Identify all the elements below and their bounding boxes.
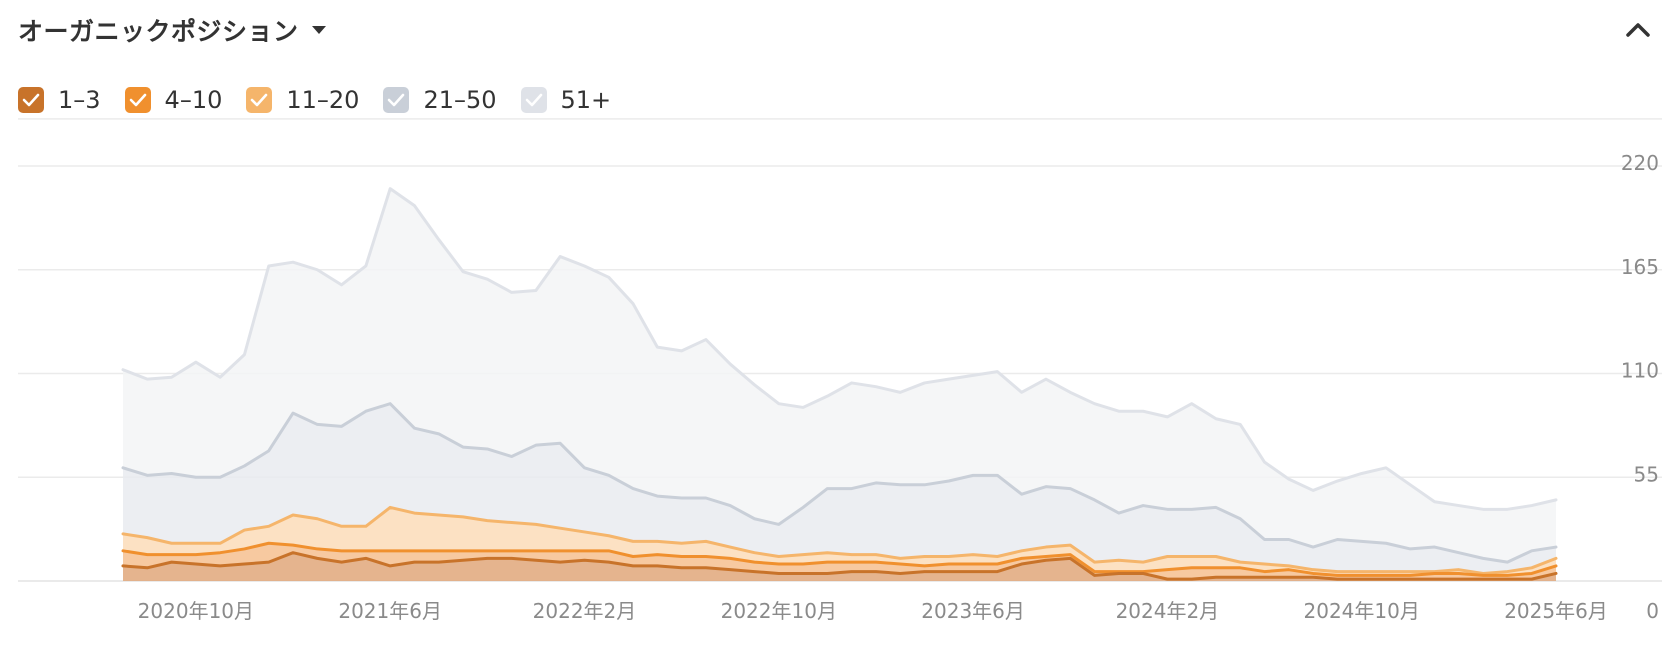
legend-item-4-10[interactable]: 4–10: [124, 86, 223, 114]
series-area-3: [123, 403, 1556, 574]
y-tick-label: 110: [1621, 359, 1659, 383]
checkmark-icon: [129, 93, 146, 107]
x-axis-ticks: 2020年10月 2021年6月 2022年2月 2022年10月 2023年6月 202…: [138, 599, 1608, 623]
checkmark-icon: [388, 93, 405, 107]
legend-checkbox[interactable]: [520, 87, 547, 113]
legend-label: 4–10: [164, 86, 223, 114]
series-area-4: [123, 188, 1556, 563]
legend-label: 21–50: [423, 86, 497, 114]
series-line-4: [121, 187, 1558, 511]
series-line-2: [121, 505, 1558, 575]
x-tick-label: 2023年6月: [921, 599, 1025, 623]
legend-checkbox[interactable]: [18, 87, 44, 113]
legend-label: 11–20: [286, 86, 360, 114]
legend-label: 1–3: [58, 86, 101, 114]
series-line-3: [121, 402, 1558, 564]
y-tick-label: 165: [1621, 255, 1659, 279]
collapse-button[interactable]: [1620, 16, 1656, 46]
series-lines: [121, 187, 1558, 581]
x-tick-label: 2021年6月: [338, 599, 442, 623]
legend-checkbox[interactable]: [124, 87, 151, 113]
chevron-up-icon: [1625, 20, 1651, 42]
series-line-0: [121, 551, 1558, 581]
chart-legend: 1–3 4–10 11–20 21–50 51+: [18, 86, 635, 114]
x-tick-label: 2024年2月: [1116, 599, 1220, 623]
legend-checkbox[interactable]: [246, 87, 273, 113]
legend-item-1-3[interactable]: 1–3: [18, 86, 101, 114]
series-line-1: [121, 541, 1558, 577]
series-areas: [123, 188, 1556, 581]
y-axis-ticks: 0 55 110 165 220: [1621, 151, 1659, 623]
y-tick-label: 0: [1646, 599, 1659, 623]
series-area-2: [123, 507, 1556, 576]
caret-down-icon[interactable]: [309, 20, 329, 40]
checkmark-icon: [251, 93, 268, 107]
checkmark-icon: [22, 93, 40, 107]
x-tick-label: 2020年10月: [138, 599, 254, 623]
chart-title: オーガニックポジション: [18, 17, 299, 46]
x-tick-label: 2025年6月: [1504, 599, 1608, 623]
y-tick-label: 55: [1634, 462, 1659, 486]
checkmark-icon: [525, 93, 542, 107]
x-tick-label: 2022年10月: [721, 599, 837, 623]
legend-item-51-plus[interactable]: 51+: [520, 86, 612, 114]
legend-item-11-20[interactable]: 11–20: [246, 86, 359, 114]
y-tick-label: 220: [1621, 151, 1659, 175]
x-tick-label: 2022年2月: [533, 599, 637, 623]
x-tick-label: 2024年10月: [1304, 599, 1420, 623]
legend-checkbox[interactable]: [383, 87, 410, 113]
legend-item-21-50[interactable]: 21–50: [383, 86, 497, 114]
chart-header: オーガニックポジション: [18, 12, 329, 48]
legend-label: 51+: [560, 86, 612, 114]
